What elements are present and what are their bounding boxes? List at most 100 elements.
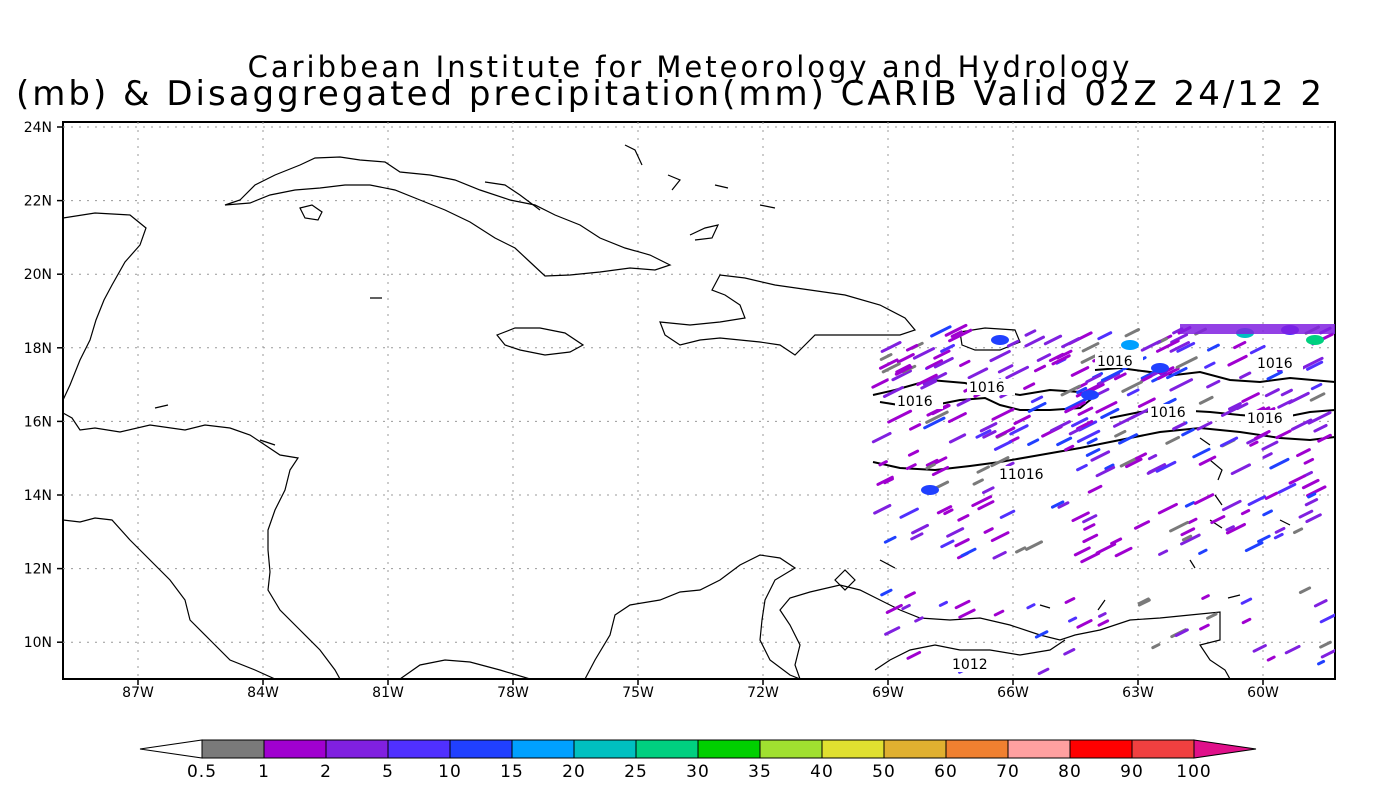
coastline-venezuela-south bbox=[874, 639, 1066, 671]
precip-streak bbox=[1252, 644, 1267, 653]
precip-streak bbox=[871, 378, 889, 389]
colorbar-label: 40 bbox=[810, 762, 834, 782]
precip-streak bbox=[947, 412, 967, 424]
precip-streak bbox=[878, 460, 888, 467]
precip-streak bbox=[1083, 523, 1096, 531]
precip-streak bbox=[1198, 455, 1217, 466]
precip-streak bbox=[944, 323, 968, 337]
precip-streak bbox=[896, 353, 915, 364]
precip-streak bbox=[954, 538, 970, 548]
colorbar-label: 5 bbox=[382, 762, 394, 782]
lon-tick-label: 66W bbox=[997, 685, 1029, 701]
precip-streak bbox=[871, 431, 892, 444]
precip-streak bbox=[1170, 333, 1189, 344]
precip-streak bbox=[1180, 533, 1201, 546]
precip-streak bbox=[1064, 597, 1076, 604]
colorbar-lower-arrow bbox=[139, 739, 203, 759]
isobar-label: 1016 bbox=[1150, 405, 1186, 421]
precip-streak bbox=[993, 609, 1005, 617]
precip-streak bbox=[1240, 597, 1253, 605]
precip-streak bbox=[1060, 384, 1081, 397]
lat-tick-label: 12N bbox=[24, 562, 52, 578]
precip-streak bbox=[1155, 460, 1177, 473]
precip-streak bbox=[878, 358, 899, 370]
colorbar-swatch bbox=[325, 739, 389, 759]
colorbar-label: 50 bbox=[872, 762, 896, 782]
colorbar-swatch bbox=[387, 739, 451, 759]
precip-streak bbox=[891, 369, 912, 382]
precip-streak bbox=[1306, 485, 1327, 498]
colorbar-label: 35 bbox=[748, 762, 772, 782]
precip-streak bbox=[1095, 542, 1117, 555]
precip-streak bbox=[1169, 520, 1190, 533]
precip-streak bbox=[1030, 395, 1044, 404]
precip-streak bbox=[884, 626, 901, 636]
precip-streak bbox=[1095, 401, 1118, 414]
precip-streak bbox=[967, 367, 989, 380]
precip-streak bbox=[925, 458, 939, 467]
precip-streak bbox=[873, 503, 892, 515]
precip-streak bbox=[990, 456, 1010, 468]
precip-streak bbox=[1264, 491, 1279, 500]
precip-streak bbox=[1071, 511, 1090, 523]
colorbar-swatch bbox=[263, 739, 327, 759]
precip-streak bbox=[876, 475, 894, 486]
precip-streak bbox=[1249, 440, 1259, 447]
precip-streak bbox=[1257, 534, 1271, 543]
colorbar-swatch bbox=[1131, 739, 1195, 759]
precip-streak bbox=[926, 359, 944, 370]
precip-streak bbox=[1087, 484, 1103, 494]
precip-streak bbox=[1266, 370, 1283, 381]
precip-streak bbox=[971, 495, 993, 508]
precip-streak bbox=[912, 347, 936, 360]
precip-streak bbox=[1303, 457, 1315, 465]
precip-streak bbox=[1157, 502, 1178, 515]
precip-streak bbox=[1114, 429, 1127, 438]
precip-streak bbox=[1005, 461, 1015, 468]
precip-streak bbox=[1192, 447, 1211, 459]
colorbar-label: 15 bbox=[500, 762, 524, 782]
precip-streak bbox=[1158, 549, 1169, 556]
precip-streak bbox=[895, 363, 912, 374]
precip-streak bbox=[911, 523, 930, 535]
precip-streak bbox=[1024, 329, 1037, 337]
precip-streak bbox=[1264, 388, 1280, 398]
precip-streak bbox=[948, 328, 973, 343]
precip-streak bbox=[1313, 423, 1328, 433]
precip-streak bbox=[881, 362, 901, 374]
precip-streak bbox=[1233, 340, 1247, 350]
precip-streak bbox=[1307, 492, 1317, 499]
precip-streak bbox=[1033, 364, 1047, 373]
precip-streak bbox=[997, 364, 1014, 374]
lon-tick-label: 60W bbox=[1247, 685, 1279, 701]
precip-streak bbox=[1277, 482, 1297, 494]
lon-tick-label: 87W bbox=[122, 685, 154, 701]
coastline-bahamas bbox=[484, 144, 776, 241]
precip-streak bbox=[940, 539, 955, 549]
precip-streak bbox=[991, 407, 1015, 421]
precip-streak bbox=[1009, 424, 1029, 436]
coastline-cayman bbox=[154, 297, 382, 446]
precip-streak bbox=[931, 465, 950, 477]
colorbar-label: 20 bbox=[562, 762, 586, 782]
coastline-cuba bbox=[224, 156, 672, 277]
precip-streak bbox=[1288, 474, 1307, 485]
precip-streak bbox=[1219, 436, 1239, 448]
precip-streak bbox=[1305, 513, 1322, 524]
coastline-south-america bbox=[399, 554, 1231, 679]
precip-band bbox=[1180, 324, 1335, 334]
precip-streak bbox=[1147, 463, 1167, 474]
precip-streak bbox=[1210, 515, 1226, 525]
colorbar: 0.5 1 2 5 10 15 20 25 30 35 40 50 60 70 80 90 100 bbox=[139, 739, 1257, 782]
precip-cell bbox=[991, 335, 1009, 345]
precip-streak bbox=[1266, 655, 1276, 662]
coastline-central-america bbox=[63, 212, 341, 679]
colorbar-label: 80 bbox=[1058, 762, 1082, 782]
precip-streak bbox=[956, 398, 971, 407]
colorbar-swatch bbox=[573, 739, 637, 759]
precip-streak bbox=[1006, 339, 1020, 348]
precip-streak bbox=[1124, 328, 1141, 338]
precip-streak bbox=[1304, 498, 1319, 507]
precip-streak bbox=[914, 616, 924, 623]
isobar-label: 1016 bbox=[1257, 356, 1293, 372]
